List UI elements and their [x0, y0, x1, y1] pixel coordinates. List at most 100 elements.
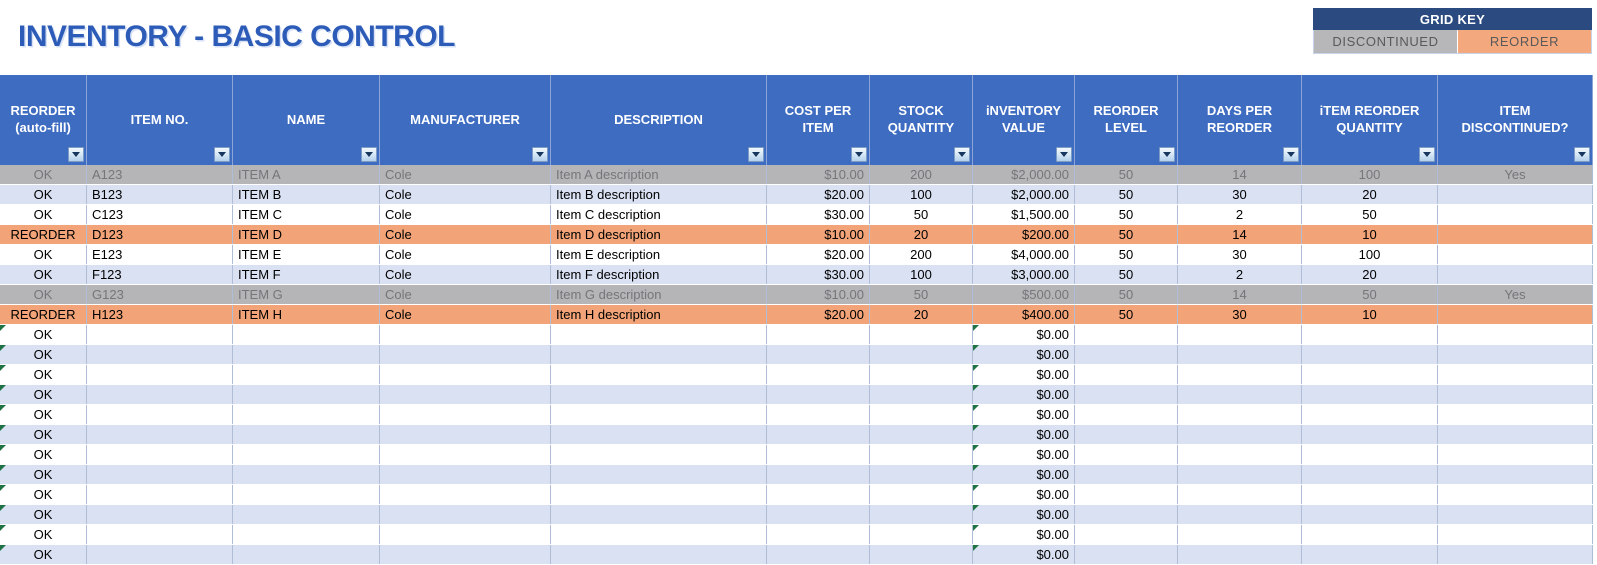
- cell-item-discontinued[interactable]: [1438, 245, 1593, 264]
- cell-reorder-autofill[interactable]: REORDER: [0, 305, 87, 324]
- cell-item-reorder-quantity[interactable]: [1302, 365, 1438, 384]
- cell-stock-quantity[interactable]: 100: [870, 265, 973, 284]
- cell-reorder-level[interactable]: 50: [1075, 285, 1178, 304]
- cell-inventory-value[interactable]: $400.00: [973, 305, 1075, 324]
- cell-manufacturer[interactable]: [380, 525, 551, 544]
- cell-name[interactable]: [233, 345, 380, 364]
- cell-cost-per-item[interactable]: $20.00: [767, 305, 870, 324]
- cell-item-reorder-quantity[interactable]: 100: [1302, 245, 1438, 264]
- cell-item-no[interactable]: [87, 445, 233, 464]
- cell-item-discontinued[interactable]: [1438, 545, 1593, 564]
- cell-description[interactable]: [551, 525, 767, 544]
- cell-manufacturer[interactable]: [380, 465, 551, 484]
- cell-stock-quantity[interactable]: 100: [870, 185, 973, 204]
- cell-item-discontinued[interactable]: [1438, 505, 1593, 524]
- cell-manufacturer[interactable]: Cole: [380, 165, 551, 184]
- cell-cost-per-item[interactable]: $10.00: [767, 165, 870, 184]
- cell-manufacturer[interactable]: Cole: [380, 265, 551, 284]
- cell-item-no[interactable]: [87, 505, 233, 524]
- cell-inventory-value[interactable]: $0.00: [973, 445, 1075, 464]
- cell-description[interactable]: Item H description: [551, 305, 767, 324]
- cell-reorder-level[interactable]: [1075, 505, 1178, 524]
- cell-days-per-reorder[interactable]: 14: [1178, 165, 1302, 184]
- cell-cost-per-item[interactable]: [767, 445, 870, 464]
- cell-item-no[interactable]: [87, 385, 233, 404]
- cell-item-reorder-quantity[interactable]: [1302, 405, 1438, 424]
- cell-manufacturer[interactable]: Cole: [380, 305, 551, 324]
- cell-reorder-level[interactable]: [1075, 365, 1178, 384]
- filter-dropdown-button[interactable]: [1574, 147, 1590, 162]
- cell-manufacturer[interactable]: [380, 325, 551, 344]
- filter-dropdown-button[interactable]: [214, 147, 230, 162]
- cell-name[interactable]: [233, 545, 380, 564]
- cell-manufacturer[interactable]: [380, 425, 551, 444]
- cell-cost-per-item[interactable]: [767, 365, 870, 384]
- cell-reorder-level[interactable]: 50: [1075, 185, 1178, 204]
- cell-description[interactable]: Item B description: [551, 185, 767, 204]
- cell-name[interactable]: [233, 405, 380, 424]
- cell-cost-per-item[interactable]: [767, 425, 870, 444]
- cell-manufacturer[interactable]: [380, 405, 551, 424]
- cell-description[interactable]: Item E description: [551, 245, 767, 264]
- cell-days-per-reorder[interactable]: [1178, 485, 1302, 504]
- cell-item-reorder-quantity[interactable]: [1302, 385, 1438, 404]
- cell-stock-quantity[interactable]: [870, 385, 973, 404]
- cell-item-reorder-quantity[interactable]: [1302, 525, 1438, 544]
- cell-stock-quantity[interactable]: 50: [870, 285, 973, 304]
- cell-days-per-reorder[interactable]: [1178, 545, 1302, 564]
- cell-stock-quantity[interactable]: 20: [870, 225, 973, 244]
- cell-days-per-reorder[interactable]: [1178, 445, 1302, 464]
- cell-description[interactable]: Item D description: [551, 225, 767, 244]
- cell-cost-per-item[interactable]: [767, 505, 870, 524]
- cell-item-reorder-quantity[interactable]: [1302, 345, 1438, 364]
- cell-item-reorder-quantity[interactable]: 10: [1302, 305, 1438, 324]
- cell-item-reorder-quantity[interactable]: [1302, 325, 1438, 344]
- filter-dropdown-button[interactable]: [1419, 147, 1435, 162]
- cell-item-discontinued[interactable]: [1438, 525, 1593, 544]
- cell-stock-quantity[interactable]: [870, 405, 973, 424]
- cell-item-discontinued[interactable]: [1438, 185, 1593, 204]
- cell-name[interactable]: ITEM F: [233, 265, 380, 284]
- cell-item-no[interactable]: [87, 425, 233, 444]
- cell-item-discontinued[interactable]: [1438, 265, 1593, 284]
- cell-stock-quantity[interactable]: [870, 345, 973, 364]
- cell-reorder-autofill[interactable]: OK: [0, 285, 87, 304]
- cell-description[interactable]: Item G description: [551, 285, 767, 304]
- cell-description[interactable]: Item F description: [551, 265, 767, 284]
- cell-inventory-value[interactable]: $2,000.00: [973, 185, 1075, 204]
- cell-item-reorder-quantity[interactable]: 20: [1302, 185, 1438, 204]
- cell-stock-quantity[interactable]: [870, 465, 973, 484]
- cell-reorder-autofill[interactable]: OK: [0, 165, 87, 184]
- cell-name[interactable]: ITEM C: [233, 205, 380, 224]
- cell-inventory-value[interactable]: $0.00: [973, 365, 1075, 384]
- cell-manufacturer[interactable]: Cole: [380, 185, 551, 204]
- cell-item-discontinued[interactable]: [1438, 445, 1593, 464]
- cell-days-per-reorder[interactable]: [1178, 505, 1302, 524]
- cell-cost-per-item[interactable]: [767, 325, 870, 344]
- cell-days-per-reorder[interactable]: 30: [1178, 245, 1302, 264]
- cell-name[interactable]: ITEM A: [233, 165, 380, 184]
- cell-stock-quantity[interactable]: [870, 485, 973, 504]
- cell-reorder-level[interactable]: [1075, 485, 1178, 504]
- cell-reorder-level[interactable]: [1075, 345, 1178, 364]
- cell-days-per-reorder[interactable]: [1178, 425, 1302, 444]
- cell-name[interactable]: [233, 505, 380, 524]
- cell-cost-per-item[interactable]: [767, 405, 870, 424]
- cell-manufacturer[interactable]: [380, 345, 551, 364]
- cell-reorder-autofill[interactable]: OK: [0, 365, 87, 384]
- cell-cost-per-item[interactable]: [767, 545, 870, 564]
- cell-inventory-value[interactable]: $500.00: [973, 285, 1075, 304]
- cell-name[interactable]: [233, 445, 380, 464]
- cell-reorder-level[interactable]: 50: [1075, 205, 1178, 224]
- cell-description[interactable]: Item A description: [551, 165, 767, 184]
- cell-reorder-level[interactable]: [1075, 405, 1178, 424]
- cell-reorder-level[interactable]: [1075, 545, 1178, 564]
- cell-reorder-autofill[interactable]: OK: [0, 545, 87, 564]
- filter-dropdown-button[interactable]: [1159, 147, 1175, 162]
- cell-inventory-value[interactable]: $0.00: [973, 485, 1075, 504]
- filter-dropdown-button[interactable]: [361, 147, 377, 162]
- cell-name[interactable]: [233, 485, 380, 504]
- cell-reorder-autofill[interactable]: OK: [0, 265, 87, 284]
- cell-name[interactable]: ITEM H: [233, 305, 380, 324]
- cell-cost-per-item[interactable]: $30.00: [767, 205, 870, 224]
